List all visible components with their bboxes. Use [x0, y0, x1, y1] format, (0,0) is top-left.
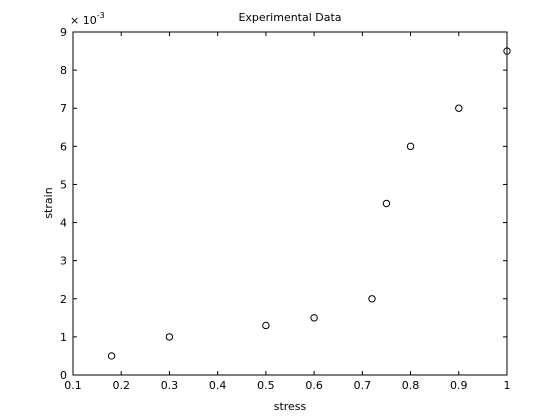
x-tick-label: 0.7 — [354, 379, 372, 392]
y-tick-label: 9 — [60, 26, 67, 39]
y-axis-multiplier: × 10-3 — [70, 11, 105, 27]
chart-title: Experimental Data — [238, 11, 341, 24]
data-point — [107, 352, 116, 360]
y-tick-label: 3 — [60, 255, 67, 268]
y-tick-label: 2 — [60, 293, 67, 306]
x-tick-label: 0.3 — [161, 379, 179, 392]
plot-area — [72, 31, 508, 376]
x-tick-label: 0.8 — [402, 379, 420, 392]
y-tick-label: 4 — [60, 217, 67, 230]
data-point — [310, 314, 318, 322]
y-tick-label: 6 — [60, 140, 67, 153]
data-point — [406, 142, 415, 151]
y-tick-label: 1 — [60, 331, 67, 344]
x-tick-label: 0.2 — [112, 379, 130, 392]
data-point — [382, 199, 391, 208]
y-tick-label: 0 — [60, 369, 67, 382]
data-point — [165, 333, 174, 341]
y-axis-multiplier-base: × 10 — [70, 14, 97, 27]
x-tick-label: 0.4 — [209, 379, 227, 392]
x-axis-label: stress — [274, 400, 307, 413]
x-tick-label: 0.5 — [257, 379, 275, 392]
x-tick-label: 1 — [504, 379, 511, 392]
y-tick-label: 8 — [60, 64, 67, 77]
data-points — [107, 47, 511, 360]
x-axis-ticks: 0.1 0.2 0.3 0.4 0.5 0.6 0.7 0.8 0.9 1 — [64, 32, 511, 392]
y-tick-label: 5 — [60, 178, 67, 191]
x-tick-label: 0.9 — [450, 379, 468, 392]
x-tick-label: 0.6 — [305, 379, 323, 392]
y-tick-label: 7 — [60, 102, 67, 115]
data-point — [262, 321, 270, 330]
x-tick-label: 0.1 — [64, 379, 82, 392]
y-axis-label: strain — [42, 187, 55, 218]
y-axis-ticks: 0 1 2 3 4 5 6 7 8 9 — [60, 26, 507, 382]
y-axis-multiplier-exponent: -3 — [97, 11, 105, 20]
data-point — [455, 104, 463, 112]
data-point — [368, 295, 376, 303]
data-point — [503, 47, 511, 55]
